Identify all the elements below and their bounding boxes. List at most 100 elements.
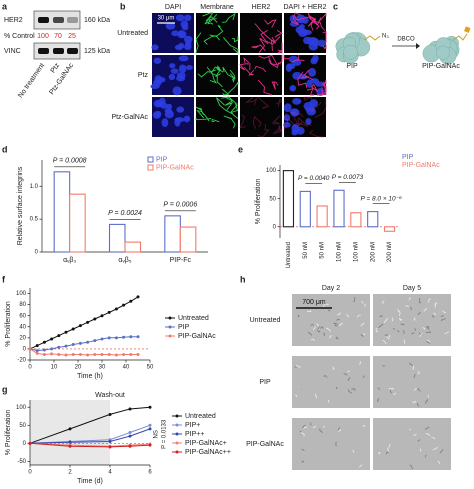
cell	[337, 427, 340, 431]
micrograph	[284, 12, 327, 53]
micrograph-bg	[196, 13, 238, 53]
x-tick-label: 50	[147, 365, 154, 371]
cell	[332, 366, 335, 370]
legend-label: PIP-GalNAc+	[185, 440, 227, 447]
cell	[434, 302, 438, 305]
shaded-region	[30, 400, 110, 465]
stain	[204, 13, 218, 25]
panel-letter: a	[2, 1, 8, 11]
cell	[323, 426, 326, 428]
row-label: HER2	[4, 17, 23, 24]
stain	[251, 44, 266, 52]
y-tick-label: 50	[269, 196, 276, 202]
panel-letter: c	[333, 1, 338, 11]
x-tick-label: PIP-Fc	[170, 257, 192, 264]
point	[35, 351, 39, 355]
cell	[385, 451, 389, 455]
micrograph	[373, 418, 451, 470]
nucleus	[286, 63, 296, 70]
y-tick-label: 100	[16, 291, 27, 297]
cell	[303, 426, 308, 430]
row-label: Untreated	[117, 30, 148, 37]
y-tick-label: 80	[19, 302, 26, 308]
panel-letter: e	[238, 144, 243, 154]
cell	[336, 312, 341, 316]
nucleus	[166, 103, 173, 110]
point	[148, 443, 152, 447]
point	[114, 336, 118, 340]
point	[50, 337, 54, 341]
stain	[322, 44, 327, 50]
legend-swatch	[147, 156, 154, 163]
cell	[386, 336, 390, 339]
point	[128, 444, 132, 448]
point	[71, 352, 75, 356]
stain	[300, 69, 314, 80]
legend-label: PIP-GalNAc	[402, 162, 440, 169]
point	[35, 349, 39, 353]
legend-marker	[175, 441, 179, 445]
nucleus	[309, 99, 319, 108]
x-tick-label: 30	[99, 365, 106, 371]
x-axis-label: Time (h)	[77, 373, 103, 380]
x-tick-label: 20	[75, 365, 82, 371]
cell	[323, 332, 325, 337]
stain	[289, 111, 304, 118]
stain	[229, 69, 236, 83]
bar	[299, 190, 311, 228]
cell	[388, 387, 394, 390]
micrograph-bg	[284, 97, 326, 137]
cell	[388, 335, 391, 338]
point	[35, 344, 39, 348]
point	[136, 295, 140, 299]
stain	[203, 35, 221, 45]
micrograph	[195, 12, 239, 55]
cell	[444, 331, 450, 335]
cell	[377, 387, 381, 391]
micrograph	[292, 294, 370, 346]
legend-label: PIP	[402, 154, 414, 161]
legend-marker	[168, 334, 172, 338]
nucleus	[289, 85, 297, 92]
nucleus	[178, 55, 189, 62]
stain	[316, 81, 327, 96]
x-tick-label: 6	[148, 470, 152, 476]
cell	[339, 322, 343, 327]
stain	[317, 12, 327, 23]
cell	[433, 312, 437, 316]
column-header: DAPI	[165, 4, 181, 11]
cell	[335, 324, 338, 327]
point	[28, 441, 32, 445]
x-tick-label: 4	[108, 470, 112, 476]
point	[64, 344, 68, 348]
micrograph	[283, 54, 327, 96]
cell	[322, 303, 325, 308]
series-line	[29, 336, 138, 352]
nucleus	[174, 117, 185, 123]
nucleus	[283, 122, 291, 128]
cell	[347, 377, 351, 382]
scale-label: 700 μm	[302, 299, 326, 306]
micrograph	[239, 54, 283, 96]
stain	[311, 83, 319, 93]
point	[136, 335, 140, 339]
column-header: Membrane	[200, 4, 234, 11]
legend-label: PIP	[178, 324, 190, 331]
micrograph	[150, 55, 194, 96]
cell	[425, 454, 427, 458]
point	[42, 340, 46, 344]
cell	[326, 327, 332, 332]
point	[50, 352, 54, 356]
point	[129, 352, 133, 356]
column-header: Day 5	[403, 285, 421, 292]
cell	[294, 366, 297, 368]
cell	[399, 318, 403, 321]
cell	[295, 364, 301, 368]
stain	[303, 96, 313, 101]
cell	[346, 313, 350, 317]
cell	[386, 448, 389, 452]
micrograph	[373, 356, 451, 408]
bar	[333, 189, 345, 228]
cell	[310, 338, 316, 342]
cell	[364, 303, 366, 307]
